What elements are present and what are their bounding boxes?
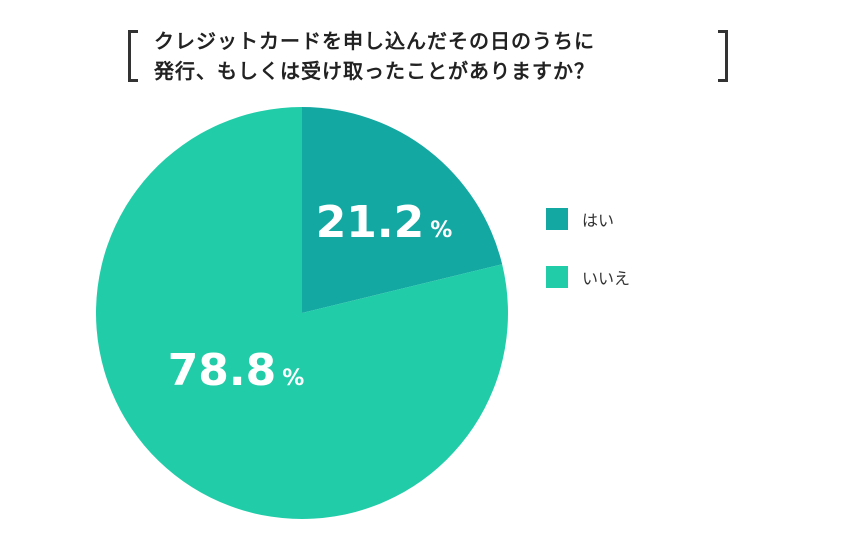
legend-item-no: いいえ <box>546 266 630 288</box>
legend-item-yes: はい <box>546 208 630 230</box>
title-line-2: 発行、もしくは受け取ったことがありますか？ <box>154 59 595 83</box>
chart-title-block: クレジットカードを申し込んだその日のうちに 発行、もしくは受け取ったことがありま… <box>128 26 728 90</box>
title-bracket-right <box>718 30 728 82</box>
slice-no <box>95 107 508 519</box>
legend-label-no: いいえ <box>582 269 631 288</box>
slice-yes <box>302 107 503 313</box>
chart-title: クレジットカードを申し込んだその日のうちに 発行、もしくは受け取ったことがありま… <box>154 26 714 86</box>
slice-label-no: 78.8% <box>168 345 305 396</box>
legend-label-yes: はい <box>582 211 615 230</box>
title-bracket-left <box>128 30 138 82</box>
legend-swatch-no <box>546 266 568 288</box>
title-line-1: クレジットカードを申し込んだその日のうちに <box>154 29 595 53</box>
legend: はい いいえ <box>546 208 630 324</box>
legend-swatch-yes <box>546 208 568 230</box>
slice-label-yes: 21.2% <box>316 197 453 248</box>
